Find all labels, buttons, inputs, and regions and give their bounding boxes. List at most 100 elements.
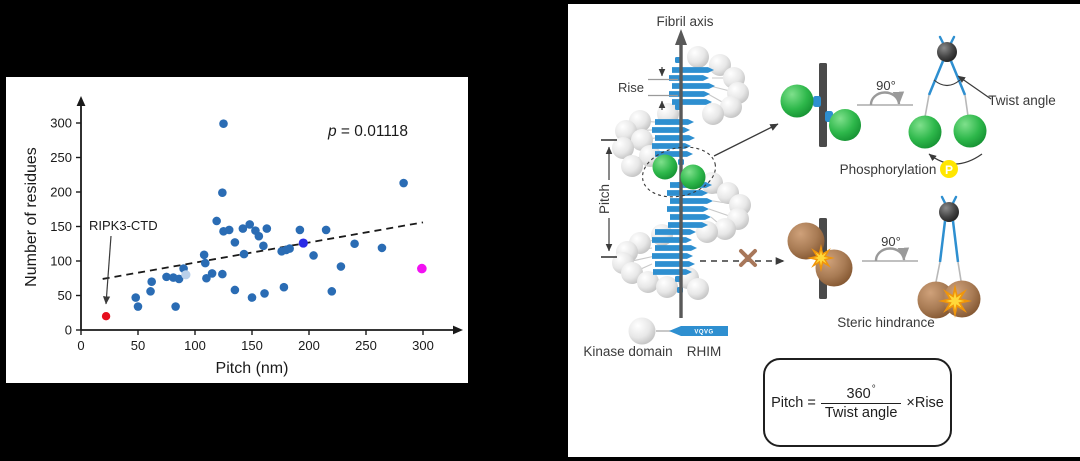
data-point-amyloid-fibril-structures (219, 119, 228, 128)
beta-strand-arrow (667, 190, 708, 196)
green-sphere-zoom-right (829, 109, 861, 141)
data-point-amyloid-fibril-structures (245, 220, 255, 229)
beta-strand-arrow (655, 261, 695, 267)
p-value-annotation: p = 0.01118 (327, 123, 408, 140)
x-tick-label: 100 (184, 338, 206, 353)
beta-strand-arrow (670, 198, 713, 204)
kinase-domain-sphere (709, 54, 731, 76)
y-tick-label: 300 (50, 116, 72, 131)
twist-gray-left (924, 94, 930, 118)
beta-strand-arrow (655, 229, 696, 235)
data-point-dark-blue-point (298, 238, 308, 248)
data-point-amyloid-fibril-structures (239, 249, 249, 259)
beta-strand-arrow (669, 91, 710, 97)
kinase-domain-sphere (656, 276, 678, 298)
beta-strand-arrow (652, 237, 692, 243)
data-point-magenta-point (417, 263, 427, 274)
data-point-amyloid-fibril-structures (162, 272, 171, 282)
data-point-amyloid-fibril-structures (230, 238, 240, 247)
kinase-domain-sphere (720, 96, 742, 118)
data-point-amyloid-fibril-structures (224, 225, 234, 235)
data-point-amyloid-fibril-structures (350, 239, 359, 249)
data-point-amyloid-fibril-structures (285, 244, 294, 253)
legend-rhim-arrow (669, 326, 728, 336)
black-sphere-top (937, 42, 957, 62)
beta-strand-arrow (652, 143, 691, 149)
kinase-domain-sphere (621, 262, 643, 284)
data-point-amyloid-fibril-structures (171, 302, 180, 311)
dashed-ellipse (641, 146, 717, 198)
green-sphere-twist-left (908, 115, 942, 149)
pitch-label: Pitch (597, 184, 612, 214)
data-point-amyloid-fibril-structures (309, 251, 318, 260)
kinase-domain-sphere (687, 46, 709, 68)
rotation-90-bottom-label: 90° (881, 234, 901, 249)
data-point-amyloid-fibril-structures (321, 225, 331, 235)
twist-blue-right (949, 60, 967, 96)
y-tick-label: 100 (50, 254, 72, 269)
beta-strand-arrow (669, 75, 709, 81)
zoom-arrow (713, 123, 779, 157)
x-tick-label: 250 (355, 338, 377, 353)
legend-kinase-sphere (628, 317, 656, 345)
twist-gray-right (964, 94, 969, 117)
kinase-domain-sphere (702, 103, 724, 125)
data-point-amyloid-fibril-structures (146, 287, 155, 296)
data-point-amyloid-fibril-structures (254, 231, 264, 241)
ripk3-ctd-label: RIPK3-CTD (89, 218, 158, 233)
pitch-formula-box: Pitch = 360° Twist angle ×Rise (763, 358, 952, 447)
y-tick-label: 50 (58, 288, 72, 303)
y-tick-label: 150 (50, 219, 72, 234)
black-sphere-bottom (939, 202, 959, 222)
kinase-domain-sphere (701, 172, 723, 194)
scatter-panel: 0 50 100 150 200 250 300 0 50 100 150 200 250 300 Pit… (6, 77, 468, 383)
phosphate-star-top (938, 284, 972, 318)
formula-numerator: 360° (846, 384, 876, 402)
formula-lhs: Pitch = (771, 394, 816, 411)
twist-angle-label: Twist angle (988, 93, 1056, 108)
data-point-amyloid-fibril-structures (260, 289, 269, 298)
kinase-domain-sphere (714, 218, 736, 240)
x-axis-label: Pitch (nm) (216, 360, 289, 377)
data-point-amyloid-fibril-structures (131, 293, 141, 302)
phosphate-star-side (807, 244, 835, 272)
kinase-domain-sphere (637, 271, 659, 293)
trendline (102, 221, 424, 280)
green-sphere-fibril-right (680, 164, 706, 190)
x-tick-label: 0 (77, 338, 84, 353)
data-point-amyloid-fibril-structures (199, 250, 209, 260)
formula-denominator: Twist angle (820, 403, 902, 421)
data-point-amyloid-fibril-structures (327, 287, 337, 296)
steric-blue-right (951, 220, 960, 263)
fibril-axis-label: Fibril axis (656, 14, 713, 29)
data-point-amyloid-fibril-structures (295, 225, 305, 235)
kinase-domain-sphere (615, 120, 637, 142)
y-axis-label: Number of residues (23, 147, 40, 287)
twist-angle-pointer (957, 75, 992, 100)
data-point-RIPK3-CTD-point (101, 312, 111, 321)
twist-blue-left (927, 60, 945, 96)
beta-strand-arrow (655, 119, 694, 125)
green-sphere-zoom-left (780, 84, 814, 118)
data-point-light-blue-point (181, 270, 191, 280)
data-point-amyloid-fibril-structures (207, 269, 217, 278)
blocked-x-stroke2 (739, 249, 757, 267)
y-tick-label: 250 (50, 150, 72, 165)
x-tick-label: 50 (131, 338, 145, 353)
data-point-amyloid-fibril-structures (202, 273, 211, 283)
data-point-amyloid-fibril-structures (262, 224, 272, 233)
rise-label: Rise (618, 80, 644, 95)
kinase-domain-sphere (687, 278, 709, 300)
steric-blue-left (938, 220, 947, 263)
data-point-amyloid-fibril-structures (212, 216, 221, 226)
beta-strand-arrow (668, 222, 708, 228)
data-point-amyloid-fibril-structures (200, 258, 210, 268)
beta-strand-arrow (655, 245, 697, 251)
green-sphere-fibril-left (652, 154, 678, 180)
phospho-rotation-arrow (928, 153, 983, 165)
beta-strand-arrow (667, 206, 709, 212)
twist-angle-arc (933, 79, 961, 87)
data-point-amyloid-fibril-structures (247, 293, 257, 302)
data-point-amyloid-fibril-structures (377, 243, 387, 253)
rotation-bottom-arc (874, 247, 910, 262)
